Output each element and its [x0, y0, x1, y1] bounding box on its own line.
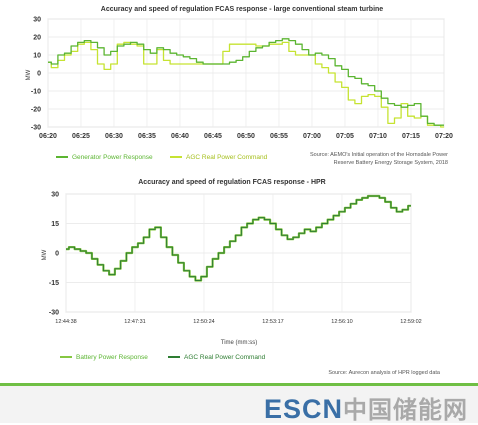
- chart-1-y-axis-label: MW: [26, 69, 32, 80]
- chart-1-y-tick-label: 30: [33, 17, 41, 24]
- chart-2-x-tick-label: 12:56:10: [331, 319, 352, 325]
- chart-2-x-tick-label: 12:50:24: [193, 319, 214, 325]
- chart-2-y-tick-label: 15: [51, 221, 59, 228]
- chart-2-x-tick-label: 12:59:02: [400, 319, 421, 325]
- chart-1: Accuracy and speed of regulation FCAS re…: [26, 6, 453, 166]
- chart-1-series-generator-power-response: [48, 38, 444, 126]
- escn-logo[interactable]: ESCN中国储能网: [264, 390, 468, 425]
- chart-2-x-tick-label: 12:47:31: [124, 319, 145, 325]
- chart-1-x-tick-label: 07:20: [435, 133, 453, 140]
- chart-2-y-ticks: 30 15 0 -15 -30: [49, 192, 59, 317]
- chart-1-x-tick-label: 06:35: [138, 133, 156, 140]
- chart-2-legend: Battery Power Response AGC Real Power Co…: [60, 354, 266, 361]
- chart-2-source: Source: Aurecon analysis of HPR logged d…: [328, 370, 441, 376]
- chart-1-x-tick-label: 06:40: [171, 133, 189, 140]
- chart-2-series: [66, 194, 411, 282]
- logo-text-en: ESCN: [263, 394, 343, 424]
- chart-2-y-axis-label: MW: [42, 249, 48, 260]
- chart-1-y-ticks: 30 20 10 0 -10 -20 -30: [31, 17, 41, 132]
- chart-1-legend: Generator Power Response AGC Real Power …: [56, 154, 268, 161]
- chart-2-x-tick-label: 12:44:38: [55, 319, 76, 325]
- chart-1-x-tick-label: 06:50: [237, 133, 255, 140]
- legend-label-battery: Battery Power Response: [76, 354, 148, 361]
- chart-1-x-tick-label: 07:15: [402, 133, 420, 140]
- chart-1-x-tick-label: 06:25: [72, 133, 90, 140]
- chart-1-y-tick-label: 0: [37, 71, 41, 78]
- chart-1-x-tick-label: 07:00: [303, 133, 321, 140]
- chart-2-title: Accuracy and speed of regulation FCAS re…: [138, 179, 326, 186]
- legend-label-generator: Generator Power Response: [72, 154, 153, 161]
- banner-accent-line: [0, 383, 478, 386]
- chart-1-series-agc-real-power-command: [48, 41, 444, 128]
- chart-2: Accuracy and speed of regulation FCAS re…: [42, 179, 441, 376]
- chart-2-y-tick-label: 30: [51, 192, 59, 199]
- chart-1-y-tick-label: 10: [33, 53, 41, 60]
- legend-label-agc-2: AGC Real Power Command: [184, 354, 266, 361]
- chart-2-x-tick-label: 12:53:17: [262, 319, 283, 325]
- legend-label-agc: AGC Real Power Command: [186, 154, 268, 161]
- chart-1-x-tick-label: 07:10: [369, 133, 387, 140]
- chart-1-x-tick-label: 06:30: [105, 133, 123, 140]
- chart-1-y-tick-label: -10: [31, 89, 41, 96]
- chart-1-x-tick-label: 06:55: [270, 133, 288, 140]
- chart-2-gridlines: [65, 193, 412, 313]
- logo-text-cn: 中国储能网: [343, 397, 468, 424]
- chart-1-x-ticks: 06:20 06:25 06:30 06:35 06:40 06:45 06:50 06:55…: [39, 133, 453, 140]
- footer-banner: [0, 386, 478, 423]
- chart-1-y-tick-label: -20: [31, 107, 41, 114]
- chart-1-source-line-1: Source: AEMO's Initial operation of the …: [310, 152, 448, 158]
- chart-1-y-tick-label: -30: [31, 125, 41, 132]
- chart-1-x-tick-label: 06:45: [204, 133, 222, 140]
- chart-1-title: Accuracy and speed of regulation FCAS re…: [101, 6, 384, 13]
- chart-1-series: [48, 38, 444, 128]
- chart-2-x-axis-label: Time (mm:ss): [221, 340, 257, 346]
- chart-2-y-tick-label: 0: [55, 251, 59, 258]
- chart-1-gridlines: [47, 18, 445, 128]
- chart-1-y-tick-label: 20: [33, 35, 41, 42]
- chart-1-x-tick-label: 06:20: [39, 133, 57, 140]
- chart-2-x-ticks: 12:44:38 12:47:31 12:50:24 12:53:17 12:56:10…: [55, 319, 421, 325]
- chart-1-source-line-2: Reserve Battery Energy Storage System, 2…: [334, 160, 448, 166]
- chart-2-y-tick-label: -15: [49, 280, 59, 287]
- chart-2-y-tick-label: -30: [49, 310, 59, 317]
- chart-2-series-agc-real-power-command: [66, 195, 411, 281]
- chart-1-x-tick-label: 07:05: [336, 133, 354, 140]
